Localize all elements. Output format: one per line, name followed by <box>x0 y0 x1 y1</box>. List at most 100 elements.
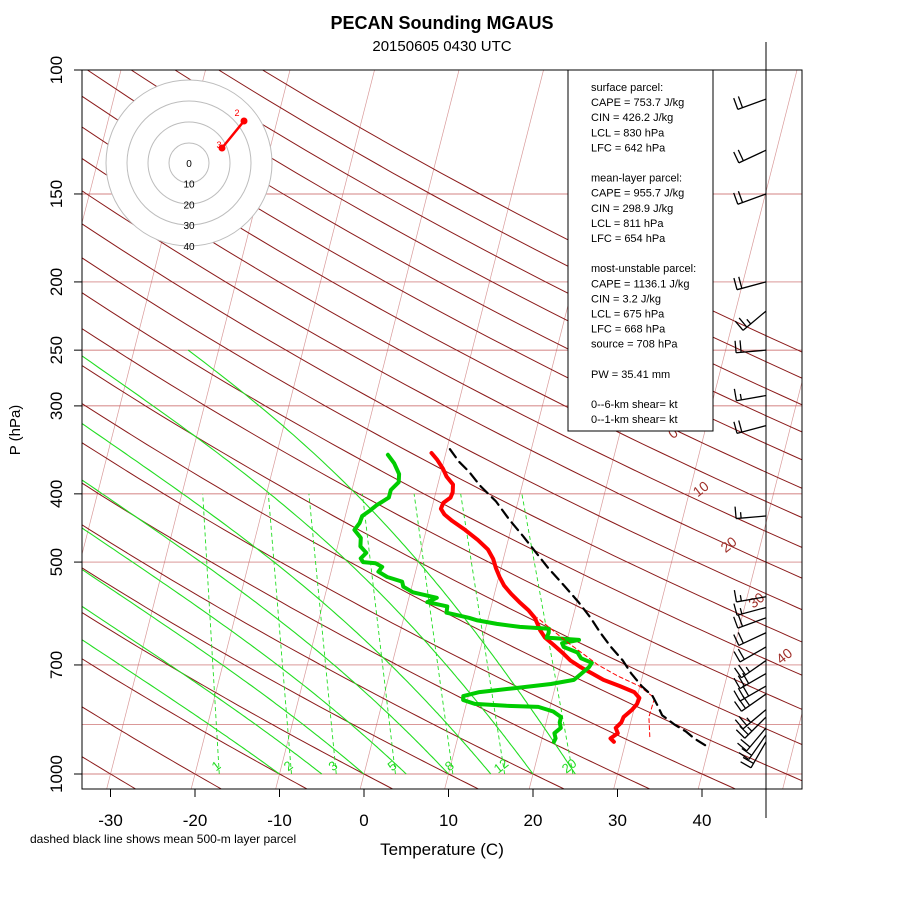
y-tick-label: 250 <box>47 336 66 364</box>
wind-barb-flag <box>734 193 738 204</box>
wind-barb-flag <box>734 590 736 602</box>
y-tick-label: 1000 <box>47 755 66 793</box>
isotherm-label: 10 <box>690 478 712 500</box>
info-box-line: mean-layer parcel: <box>591 173 682 185</box>
info-box-line: LFC = 642 hPa <box>591 142 666 154</box>
wind-barb-flag <box>738 688 744 698</box>
info-box-line: PW = 35.41 mm <box>591 369 670 381</box>
info-box-line: 0--6-km shear= kt <box>591 399 678 411</box>
y-tick-label: 150 <box>47 180 66 208</box>
wind-barb <box>734 389 766 401</box>
mixing-ratio-label: 12 <box>491 755 512 776</box>
info-box-line: LFC = 654 hPa <box>591 233 666 245</box>
wind-barb-flag <box>739 277 742 289</box>
y-tick-label: 700 <box>47 651 66 679</box>
info-box-line: CAPE = 955.7 J/kg <box>591 188 684 200</box>
wind-barb-flag <box>734 389 736 401</box>
wind-barb-staff <box>739 150 766 163</box>
wind-barb <box>734 647 766 662</box>
wind-barb <box>735 311 766 330</box>
isotherm-line <box>698 54 885 789</box>
wind-barb <box>734 615 766 628</box>
x-tick-label: -20 <box>183 811 208 830</box>
wind-barb <box>735 694 766 711</box>
x-tick-label: -30 <box>98 811 123 830</box>
x-axis-label: Temperature (C) <box>380 840 504 859</box>
wind-barb-flag <box>734 678 740 688</box>
y-tick-label: 400 <box>47 480 66 508</box>
wind-barb-flag <box>734 691 740 701</box>
wind-barb-flag <box>739 421 742 433</box>
dry-adiabat-line <box>0 70 564 789</box>
mixing-ratio-label: 2 <box>281 758 296 774</box>
wind-barb-flag <box>741 762 751 768</box>
wind-barb-flag <box>742 749 752 756</box>
y-tick-label: 300 <box>47 392 66 420</box>
sounding-profiles <box>354 449 705 746</box>
wind-barb-flag <box>734 652 740 662</box>
wind-barb-flag <box>735 321 743 330</box>
info-box-line: CAPE = 1136.1 J/kg <box>591 278 690 290</box>
wind-barb <box>734 191 766 204</box>
wind-barb-flag <box>734 617 738 628</box>
mixing-ratio-line <box>461 494 505 774</box>
chart-subtitle: 20150605 0430 UTC <box>372 38 511 55</box>
wind-barb-half-flag <box>747 319 751 324</box>
wind-barb <box>735 507 766 519</box>
wind-barb-flag <box>734 635 739 646</box>
info-box-line: LCL = 830 hPa <box>591 127 665 139</box>
hodograph-ring-label: 30 <box>183 221 195 232</box>
wind-barb-flag <box>736 730 744 738</box>
wind-barb-flag <box>735 507 736 519</box>
x-tick-label: -10 <box>267 811 292 830</box>
wind-barb <box>735 340 766 352</box>
hodograph-point <box>241 118 248 125</box>
wind-barb <box>734 150 766 163</box>
wind-barb-staff <box>743 311 766 330</box>
x-tick-label: 20 <box>524 811 543 830</box>
info-box-line: CIN = 298.9 J/kg <box>591 203 673 215</box>
wind-barbs <box>734 42 766 818</box>
info-box-line: LCL = 675 hPa <box>591 309 665 321</box>
wind-barb-flag <box>734 152 739 163</box>
isotherm-label: 20 <box>717 533 739 555</box>
info-box-line: 0--1-km shear= kt <box>591 414 678 426</box>
wind-barb-flag <box>738 150 743 161</box>
hodograph-ring-label: 40 <box>183 242 195 253</box>
wind-barb <box>735 661 766 678</box>
wind-barb <box>734 96 766 109</box>
info-box-line: source = 708 hPa <box>591 339 678 351</box>
mixing-ratio-line <box>268 494 291 774</box>
hodograph-point-label: 2 <box>234 108 239 118</box>
wind-barb-flag <box>738 191 742 202</box>
dewpoint-line <box>354 455 591 742</box>
wind-barb-flag <box>739 318 747 327</box>
x-tick-label: 10 <box>439 811 458 830</box>
mixing-ratio-label: 20 <box>559 755 580 776</box>
wind-barb-half-flag <box>741 512 742 518</box>
wind-barb-flag <box>738 632 743 643</box>
isotherm-line <box>360 54 547 789</box>
hodograph-ring-label: 10 <box>183 180 195 191</box>
wind-barb-flag <box>735 341 736 353</box>
mixing-ratio-label: 1 <box>209 758 224 774</box>
wind-barb-staff <box>743 710 766 729</box>
wind-barb <box>734 632 766 645</box>
wind-barb-half-flag <box>740 394 741 400</box>
x-tick-label: 40 <box>693 811 712 830</box>
info-box-line: LCL = 811 hPa <box>591 218 664 230</box>
wind-barb-flag <box>740 340 741 352</box>
wind-barb-flag <box>738 649 744 659</box>
wind-barb-flag <box>738 96 742 107</box>
info-box-line: most-unstable parcel: <box>591 263 696 275</box>
y-tick-label: 100 <box>47 56 66 84</box>
wind-barb-flag <box>738 743 747 751</box>
hodograph-point-label: 3 <box>216 140 221 150</box>
hodograph-ring-label: 20 <box>183 200 195 211</box>
wind-barb-half-flag <box>740 595 741 601</box>
wind-barb-flag <box>734 278 737 290</box>
